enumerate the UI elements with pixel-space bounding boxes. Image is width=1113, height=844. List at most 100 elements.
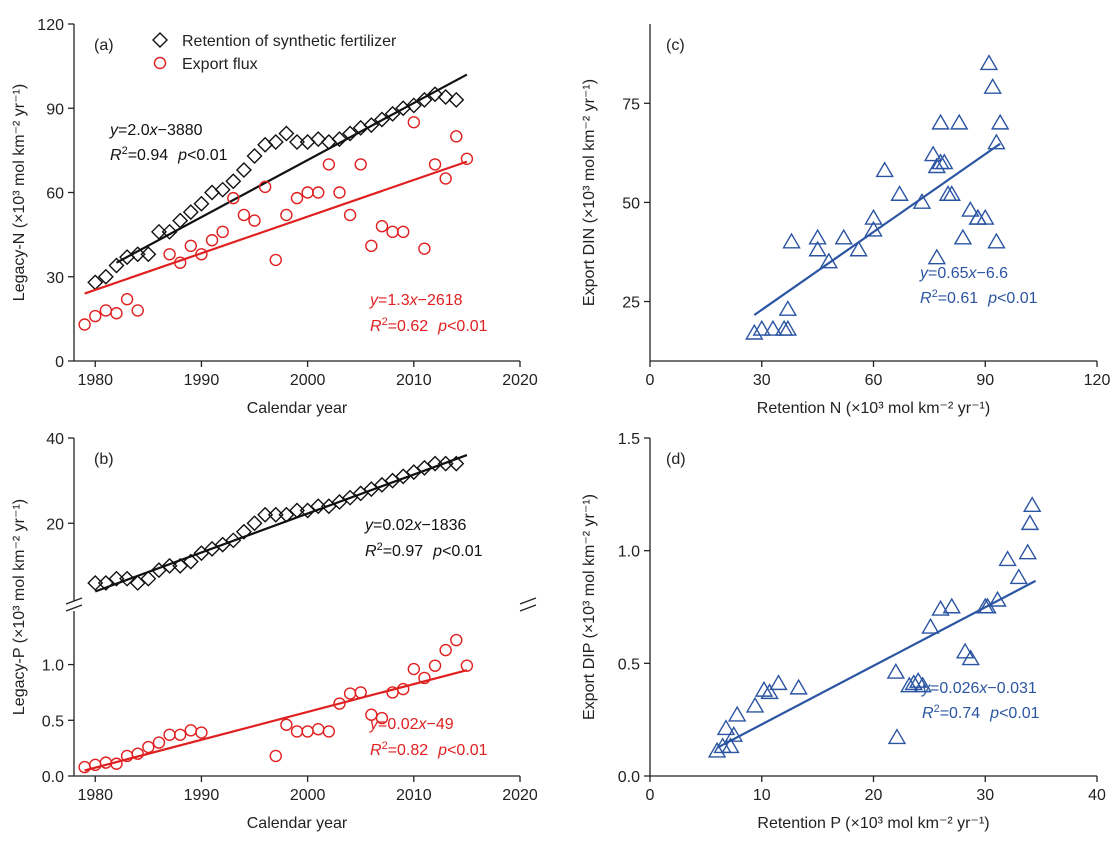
data-point-triangle xyxy=(721,737,740,754)
data-point-circle xyxy=(375,711,389,725)
data-point-circle xyxy=(322,158,336,171)
x-tick-label: 2020 xyxy=(502,787,538,804)
y-tick-label: 20 xyxy=(46,516,64,533)
regression-line xyxy=(753,142,1001,316)
data-point-circle xyxy=(184,724,198,737)
data-point-diamond xyxy=(310,131,327,148)
data-point-triangle xyxy=(849,240,868,257)
data-point-circle xyxy=(450,130,463,143)
data-point-circle xyxy=(396,225,410,239)
data-point-circle xyxy=(290,191,304,205)
y-tick-label: 30 xyxy=(46,270,64,287)
data-point-triangle xyxy=(987,133,1006,150)
axis-break-mark xyxy=(65,604,83,612)
data-point-triangle xyxy=(763,319,783,336)
x-tick-label: 20 xyxy=(865,787,883,804)
panel-label: (a) xyxy=(94,37,114,54)
data-point-diamond xyxy=(331,131,348,148)
data-point-circle xyxy=(269,749,282,763)
y-tick-label: 1.0 xyxy=(42,658,64,675)
axis-break-mark xyxy=(519,597,537,605)
data-point-circle xyxy=(152,736,166,749)
data-point-triangle xyxy=(752,319,771,336)
data-point-circle xyxy=(333,186,346,199)
data-point-diamond xyxy=(161,223,178,240)
data-point-circle xyxy=(153,56,167,70)
x-tick-label: 120 xyxy=(1084,372,1111,389)
data-point-circle xyxy=(407,662,421,676)
data-point-circle xyxy=(131,747,144,760)
x-tick-label: 2000 xyxy=(290,372,326,389)
fit-stats: R2=0.94 p<0.01 xyxy=(110,145,228,164)
series-triangle xyxy=(745,54,1010,340)
data-point-circle xyxy=(407,116,421,129)
axis-break-mark xyxy=(519,604,537,612)
data-point-diamond xyxy=(214,181,231,198)
data-point-triangle xyxy=(808,228,827,245)
data-point-diamond xyxy=(152,32,168,48)
x-tick-label: 1980 xyxy=(77,787,113,804)
data-point-triangle xyxy=(949,113,969,130)
axis-break-mark xyxy=(65,597,83,605)
data-point-circle xyxy=(163,248,176,261)
data-point-circle xyxy=(301,186,314,199)
data-point-diamond xyxy=(267,133,284,150)
regression-line xyxy=(716,579,1037,749)
data-point-circle xyxy=(227,191,240,205)
data-point-diamond xyxy=(289,133,305,150)
y-tick-label: 40 xyxy=(46,431,64,448)
data-point-circle xyxy=(290,725,304,738)
data-point-triangle xyxy=(931,599,950,616)
data-point-circle xyxy=(184,239,198,253)
x-tick-label: 30 xyxy=(753,372,771,389)
x-tick-label: 1990 xyxy=(184,372,220,389)
data-point-circle xyxy=(428,659,442,672)
x-axis-label: Calendar year xyxy=(247,400,348,417)
data-point-triangle xyxy=(900,676,919,693)
y-tick-label: 50 xyxy=(622,195,640,212)
regression-line xyxy=(115,73,468,264)
x-axis-label: Retention P (×10³ mol km⁻² yr⁻¹) xyxy=(757,815,989,832)
data-point-diamond xyxy=(235,523,252,540)
data-point-triangle xyxy=(998,550,1017,567)
x-tick-label: 2020 xyxy=(502,372,538,389)
data-point-triangle xyxy=(935,153,954,170)
x-tick-label: 40 xyxy=(1088,787,1106,804)
y-tick-label: 0.0 xyxy=(618,769,640,786)
data-point-diamond xyxy=(108,257,125,274)
data-point-triangle xyxy=(1018,543,1037,560)
y-tick-label: 60 xyxy=(46,186,64,203)
x-tick-label: 1980 xyxy=(77,372,113,389)
regression-line xyxy=(84,160,468,295)
panel-label: (d) xyxy=(666,451,686,468)
data-point-triangle xyxy=(987,232,1006,249)
data-point-triangle xyxy=(904,674,923,691)
r-squared: R2=0.61 xyxy=(920,288,978,307)
data-point-circle xyxy=(354,158,367,171)
data-point-diamond xyxy=(246,148,263,164)
panel-label: (c) xyxy=(666,37,685,54)
fit-equation: y=0.65x−6.6 xyxy=(919,265,1008,282)
p-value: p<0.01 xyxy=(437,318,487,335)
data-point-diamond xyxy=(225,173,242,190)
x-tick-label: 0 xyxy=(646,372,655,389)
data-point-diamond xyxy=(246,515,263,532)
x-tick-label: 90 xyxy=(976,372,994,389)
legend-label: Export flux xyxy=(182,56,258,73)
data-point-circle xyxy=(386,225,399,239)
y-axis-label: Legacy-P (×10³ mol km⁻² yr⁻¹) xyxy=(11,499,28,715)
fit-stats: R2=0.97 p<0.01 xyxy=(365,541,483,560)
data-point-triangle xyxy=(961,649,980,666)
data-point-circle xyxy=(280,718,293,731)
data-point-diamond xyxy=(416,91,433,108)
data-point-triangle xyxy=(782,232,801,249)
data-point-circle xyxy=(269,253,282,267)
data-point-circle xyxy=(280,208,293,222)
r-squared: R2=0.97 xyxy=(365,541,423,560)
data-point-diamond xyxy=(129,246,146,263)
data-point-triangle xyxy=(1009,568,1028,585)
data-point-triangle xyxy=(927,157,947,174)
x-axis-label: Calendar year xyxy=(247,815,348,832)
data-point-triangle xyxy=(913,676,932,693)
